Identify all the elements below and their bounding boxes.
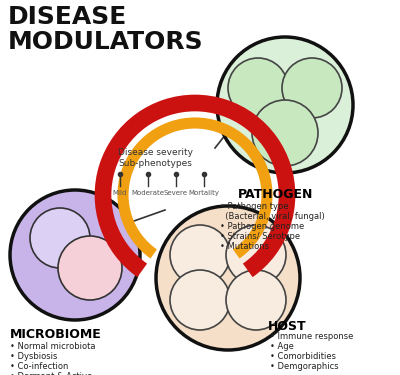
Text: PATHOGEN: PATHOGEN: [238, 188, 313, 201]
Text: • Normal microbiota: • Normal microbiota: [10, 342, 96, 351]
Text: • Demgoraphics: • Demgoraphics: [270, 362, 339, 371]
Circle shape: [58, 236, 122, 300]
Text: Mild: Mild: [113, 190, 127, 196]
Text: • Age: • Age: [270, 342, 294, 351]
Circle shape: [156, 206, 300, 350]
Text: (Bacterial, viral, fungal): (Bacterial, viral, fungal): [220, 212, 325, 221]
Circle shape: [170, 270, 230, 330]
Text: Moderate: Moderate: [132, 190, 164, 196]
Text: MICROBIOME: MICROBIOME: [10, 328, 102, 341]
Text: • Mutations: • Mutations: [220, 242, 269, 251]
Text: Disease severity
Sub-phenotypes: Disease severity Sub-phenotypes: [118, 148, 192, 168]
Circle shape: [217, 37, 353, 173]
Text: DISEASE
MODULATORS: DISEASE MODULATORS: [8, 5, 204, 54]
Text: • Immune response: • Immune response: [270, 332, 353, 341]
Circle shape: [282, 58, 342, 118]
Circle shape: [30, 208, 90, 268]
Circle shape: [170, 225, 230, 285]
Text: HOST: HOST: [268, 320, 307, 333]
Text: • Comorbidities: • Comorbidities: [270, 352, 336, 361]
Text: • Dysbiosis: • Dysbiosis: [10, 352, 57, 361]
Circle shape: [252, 100, 318, 166]
Text: • Pathogen genome: • Pathogen genome: [220, 222, 304, 231]
Text: • Strains/ Serotype: • Strains/ Serotype: [220, 232, 300, 241]
Text: • Dormant & Active: • Dormant & Active: [10, 372, 92, 375]
Circle shape: [226, 270, 286, 330]
Text: Severe: Severe: [164, 190, 188, 196]
Text: • Pathogen type: • Pathogen type: [220, 202, 289, 211]
Circle shape: [228, 58, 288, 118]
Text: Mortality: Mortality: [188, 190, 220, 196]
Circle shape: [226, 225, 286, 285]
Circle shape: [10, 190, 140, 320]
Text: • Co-infection: • Co-infection: [10, 362, 68, 371]
